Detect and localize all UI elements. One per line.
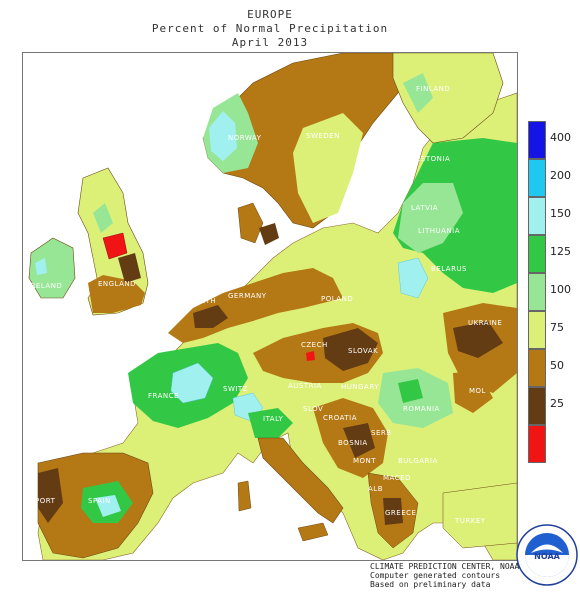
turkey [442, 482, 517, 549]
precipitation-map: FINLAND NORWAY SWEDEN ESTONIA LATVIA LIT… [22, 52, 518, 561]
italy [257, 437, 344, 524]
label-latvia: LATVIA [411, 204, 438, 212]
map-title: EUROPE [247, 8, 293, 21]
label-lithuania: LITHUANIA [418, 227, 460, 235]
label-romania: ROMANIA [403, 405, 440, 413]
label-serb: SERB [371, 429, 392, 437]
norway-coast-wetter [209, 111, 237, 161]
label-moldova: MOL [469, 387, 486, 395]
label-bulgaria: BULGARIA [398, 457, 438, 465]
legend-swatch [528, 235, 546, 273]
credit-line-1: CLIMATE PREDICTION CENTER, NOAA [370, 562, 520, 571]
belarus-wetter [397, 257, 429, 299]
slovakia-very-dry [323, 328, 378, 371]
label-spain: SPAIN [88, 497, 111, 505]
uk-very-dry [118, 253, 141, 283]
credits: CLIMATE PREDICTION CENTER, NOAA Computer… [370, 562, 519, 589]
map-date: April 2013 [231, 36, 309, 49]
legend-swatch [528, 425, 546, 463]
portugal-dry [38, 468, 63, 523]
map-canvas: FINLAND NORWAY SWEDEN ESTONIA LATVIA LIT… [23, 53, 517, 560]
label-mont: MONT [353, 457, 376, 465]
label-estonia: ESTONIA [416, 155, 450, 163]
uk-dry [88, 275, 145, 313]
label-czech: CZECH [301, 341, 328, 349]
label-albania: ALB [368, 485, 383, 493]
label-croatia: CROATIA [323, 414, 357, 422]
moldova-dry [453, 371, 493, 413]
label-norway: NORWAY [228, 134, 262, 142]
germany-very-dry [193, 305, 228, 328]
balkans-very-dry [343, 423, 375, 458]
legend-swatch [528, 273, 546, 311]
label-greece: GREECE [385, 509, 416, 517]
label-port: PORT [35, 497, 56, 505]
europe-landmass [37, 92, 517, 560]
uk-red [102, 232, 128, 260]
label-england: ENGLAND [98, 280, 136, 288]
credit-line-2: Computer generated contours [370, 571, 501, 580]
france-wetter [170, 362, 214, 404]
label-turkey: TURKEY [454, 517, 486, 525]
czech-red [306, 351, 315, 361]
label-maced: MACED [383, 474, 411, 482]
legend-label: 100 [550, 283, 571, 296]
label-slov: SLOV [303, 405, 323, 413]
legend-swatch [528, 121, 546, 159]
sweden-south [293, 113, 363, 223]
north-italy-wet [248, 408, 293, 438]
label-germany: GERMANY [228, 292, 267, 300]
ireland [28, 237, 76, 299]
sardinia [237, 480, 252, 512]
legend-swatch [528, 387, 546, 425]
label-ukraine: UKRAINE [468, 319, 502, 327]
greece-very-dry [383, 498, 403, 525]
romania-wetter [398, 379, 423, 403]
label-switz: SWITZ [223, 385, 248, 393]
credit-line-3: Based on preliminary data [370, 580, 491, 589]
legend-swatch [528, 311, 546, 349]
legend-label: 200 [550, 169, 571, 182]
baltic-wet-light [398, 183, 463, 253]
legend-label: 25 [550, 397, 564, 410]
noaa-logo: NOAA [516, 524, 578, 590]
noaa-logo-text: NOAA [534, 552, 560, 561]
label-ireland: IRELAND [28, 282, 62, 290]
legend-label: 50 [550, 359, 564, 372]
legend-swatch [528, 159, 546, 197]
legend-label: 400 [550, 131, 571, 144]
label-slovak: SLOVAK [348, 347, 378, 355]
label-italy: ITALY [263, 415, 284, 423]
ireland-wetter [35, 258, 47, 275]
map-subtitle: Percent of Normal Precipitation [151, 22, 389, 35]
label-france: FRANCE [148, 392, 179, 400]
spain-wetter [95, 495, 121, 517]
noaa-seal-icon: NOAA [516, 524, 578, 586]
label-belarus: BELARUS [431, 265, 467, 273]
finland-wet [403, 73, 433, 113]
ukraine-very-dry [453, 321, 503, 358]
denmark-very-dry [259, 223, 279, 245]
label-sweden: SWEDEN [306, 132, 340, 140]
legend-swatch [528, 349, 546, 387]
label-hungary: HUNGARY [341, 383, 379, 391]
legend-swatch [528, 197, 546, 235]
denmark-dry [237, 202, 264, 244]
sicily [297, 522, 329, 542]
label-bosnia: BOSNIA [338, 439, 368, 447]
legend-label: 75 [550, 321, 564, 334]
label-austria: AUSTRIA [288, 382, 322, 390]
label-poland: POLAND [321, 295, 353, 303]
scotland-wet [93, 203, 113, 233]
legend-label: 150 [550, 207, 571, 220]
label-finland: FINLAND [416, 85, 450, 93]
label-neth: NETH [195, 297, 216, 305]
legend-label: 125 [550, 245, 571, 258]
